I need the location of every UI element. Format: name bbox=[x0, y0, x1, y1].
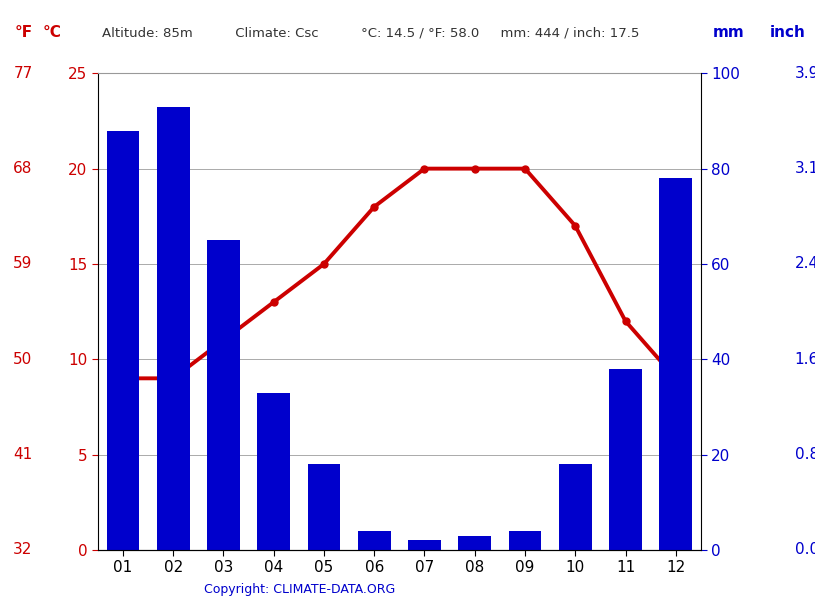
Text: inch: inch bbox=[770, 24, 806, 40]
Bar bbox=[559, 464, 592, 550]
Text: 3.9: 3.9 bbox=[795, 66, 815, 81]
Text: 1.6: 1.6 bbox=[795, 352, 815, 367]
Bar bbox=[358, 531, 390, 550]
Text: 2.4: 2.4 bbox=[795, 257, 815, 271]
Bar bbox=[509, 531, 541, 550]
Text: 0.0: 0.0 bbox=[795, 543, 815, 557]
Text: 3.1: 3.1 bbox=[795, 161, 815, 176]
Bar bbox=[408, 540, 441, 550]
Text: 41: 41 bbox=[13, 447, 33, 462]
Bar bbox=[207, 240, 240, 550]
Text: 32: 32 bbox=[13, 543, 33, 557]
Bar bbox=[609, 369, 642, 550]
Text: Altitude: 85m          Climate: Csc          °C: 14.5 / °F: 58.0     mm: 444 / i: Altitude: 85m Climate: Csc °C: 14.5 / °F… bbox=[102, 27, 639, 40]
Text: Copyright: CLIMATE-DATA.ORG: Copyright: CLIMATE-DATA.ORG bbox=[204, 583, 395, 596]
Text: 50: 50 bbox=[13, 352, 33, 367]
Text: mm: mm bbox=[713, 24, 745, 40]
Bar bbox=[458, 536, 491, 550]
Bar bbox=[659, 178, 692, 550]
Text: 68: 68 bbox=[13, 161, 33, 176]
Bar bbox=[107, 131, 139, 550]
Text: 77: 77 bbox=[13, 66, 33, 81]
Bar bbox=[258, 393, 290, 550]
Text: °F: °F bbox=[15, 24, 33, 40]
Text: 0.8: 0.8 bbox=[795, 447, 815, 462]
Bar bbox=[156, 107, 190, 550]
Text: 59: 59 bbox=[13, 257, 33, 271]
Bar bbox=[307, 464, 341, 550]
Text: °C: °C bbox=[42, 24, 61, 40]
